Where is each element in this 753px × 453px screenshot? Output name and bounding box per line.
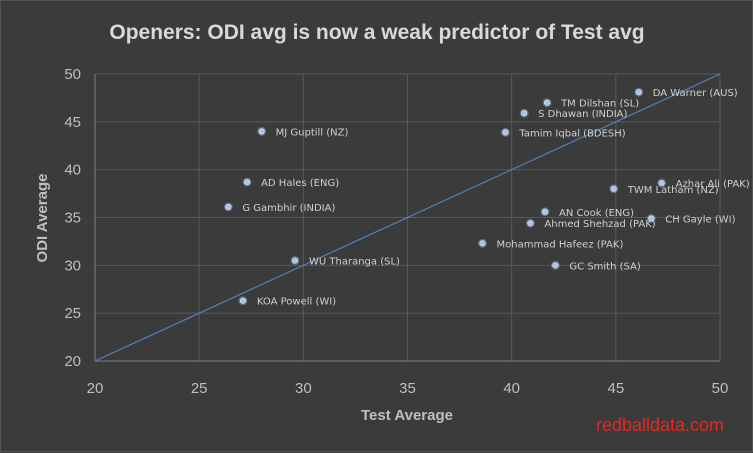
data-point <box>225 203 232 211</box>
y-tick-label: 20 <box>64 353 81 370</box>
point-label: Ahmed Shehzad (PAK) <box>544 219 655 230</box>
point-label: AD Hales (ENG) <box>261 178 339 189</box>
data-point <box>291 257 299 264</box>
x-tick-label: 45 <box>607 380 624 397</box>
data-point <box>239 297 247 304</box>
y-axis-title: ODI Average <box>34 174 51 263</box>
y-tick-label: 30 <box>64 257 81 274</box>
data-point <box>502 129 509 136</box>
data-point <box>258 128 265 135</box>
points-layer: DA Warner (AUS) TM Dilshan (SL)S Dhawan (… <box>223 87 750 308</box>
x-tick-label: 35 <box>399 380 416 397</box>
trendline-layer <box>94 73 721 362</box>
chart-title: Openers: ODI avg is now a weak predictor… <box>109 21 644 44</box>
data-point <box>479 240 486 247</box>
data-point <box>521 110 528 117</box>
point-label: DA Warner (AUS) <box>653 88 738 99</box>
y-tick-label: 45 <box>64 114 81 131</box>
y-tick-label: 40 <box>64 162 81 179</box>
point-label: G Gambhir (INDIA) <box>242 203 335 214</box>
data-point <box>243 179 251 186</box>
point-label: AN Cook (ENG) <box>559 208 634 219</box>
point-label: Azhar Ali (PAK) <box>676 179 750 190</box>
y-tick-label: 25 <box>64 305 81 322</box>
point-label: CH Gayle (WI) <box>665 214 735 225</box>
data-point <box>610 185 617 192</box>
point-label: Tamim Iqbal (BDESH) <box>518 128 625 139</box>
point-label: TWM Latham (NZ) <box>627 185 719 196</box>
data-point <box>543 99 551 106</box>
x-tick-label: 25 <box>191 380 208 397</box>
x-tick-label: 30 <box>295 380 312 397</box>
x-axis-title: Test Average <box>361 407 453 424</box>
data-point <box>527 220 534 227</box>
point-label: KOA Powell (WI) <box>257 297 336 308</box>
grid <box>94 73 721 362</box>
y-tick-label: 35 <box>64 210 81 227</box>
x-tick-label: 40 <box>503 380 520 397</box>
trendline <box>94 73 721 362</box>
point-label: S Dhawan (INDIA) <box>538 109 627 120</box>
point-label: MJ Guptill (NZ) <box>276 127 349 138</box>
data-point <box>552 262 559 269</box>
x-tick-label: 50 <box>712 380 729 397</box>
x-tick-label: 20 <box>87 380 104 397</box>
axes: 20 25 30 35 40 45 50 20 25 30 35 40 45 50 <box>64 66 728 397</box>
point-label: GC Smith (SA) <box>569 261 640 272</box>
point-label: WU Tharanga (SL) <box>309 257 400 268</box>
point-label: TM Dilshan (SL) <box>560 99 639 110</box>
y-tick-label: 50 <box>64 66 81 83</box>
data-point <box>541 208 549 215</box>
data-point <box>635 89 642 96</box>
data-point <box>648 215 655 222</box>
point-label: Mohammad Hafeez (PAK) <box>497 239 624 250</box>
data-point <box>658 179 665 187</box>
watermark: redballdata.com <box>596 415 724 435</box>
